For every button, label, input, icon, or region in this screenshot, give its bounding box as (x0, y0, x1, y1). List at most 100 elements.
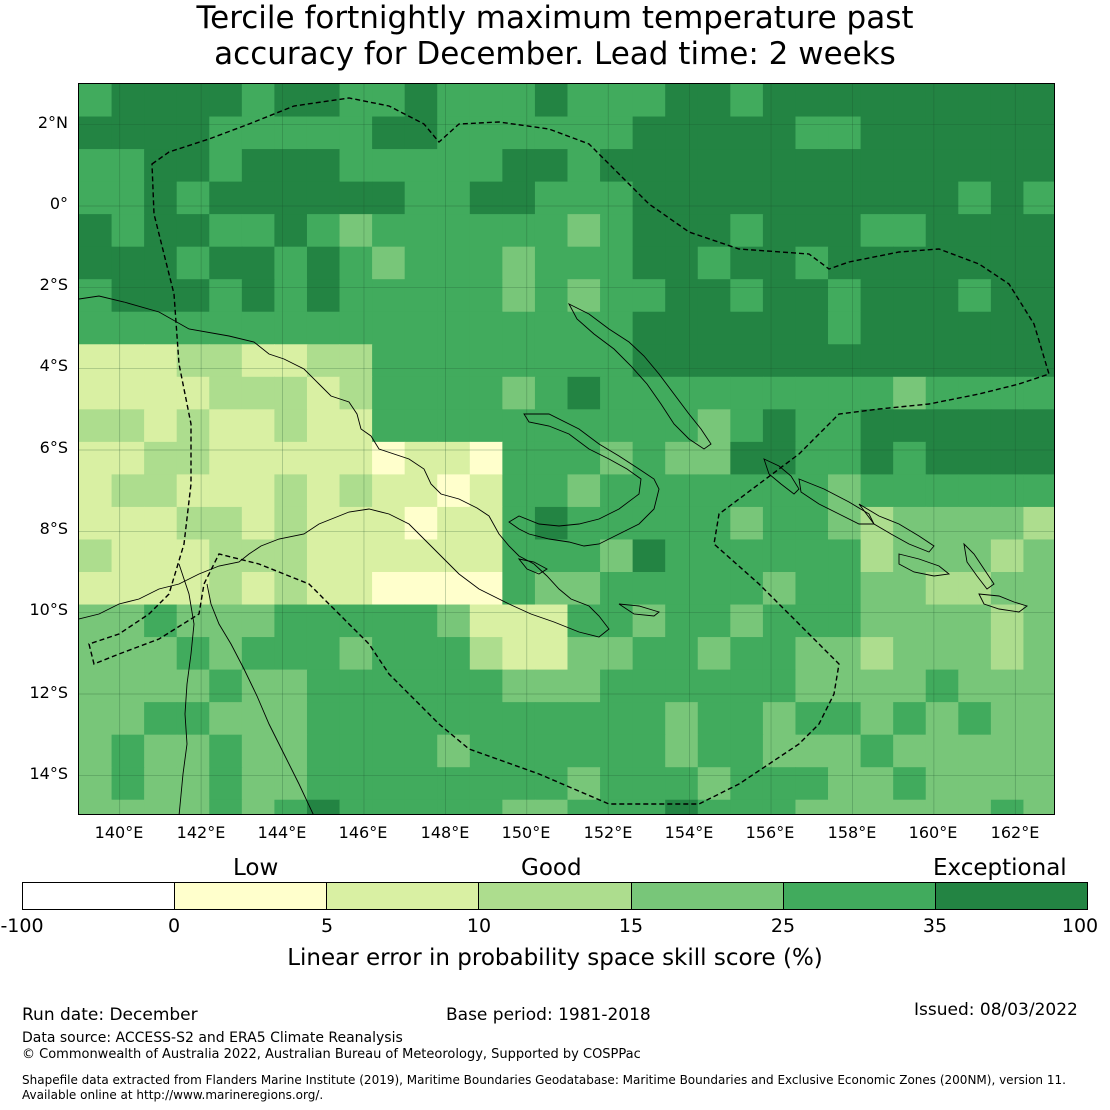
grid-cell (1023, 279, 1054, 313)
grid-cell (339, 409, 373, 443)
grid-cell (111, 311, 145, 345)
grid-cell (762, 669, 797, 703)
grid-cell (567, 344, 601, 378)
grid-cell (828, 409, 862, 443)
grid-cell (893, 279, 927, 313)
grid-cell (209, 604, 243, 638)
grid-cell (79, 344, 113, 378)
grid-cell (958, 474, 992, 508)
grid-cell (502, 767, 536, 801)
grid-cell (469, 181, 503, 215)
grid-cell (762, 311, 797, 345)
grid-cell (241, 149, 275, 183)
grid-cell (241, 311, 275, 345)
lon-label-144e: 144°E (257, 823, 307, 842)
grid-cell (730, 116, 764, 150)
grid-cell (567, 311, 601, 345)
grid-cell (860, 149, 894, 183)
grid-cell (404, 702, 438, 736)
grid-cell (404, 409, 438, 443)
grid-cell (567, 279, 601, 313)
grid-cell (209, 669, 243, 703)
grid-cell (860, 311, 894, 345)
grid-cell (730, 311, 764, 345)
grid-cell (502, 506, 536, 541)
grid-cell (241, 506, 275, 541)
grid-cell (762, 279, 797, 313)
grid-cell (209, 279, 243, 313)
grid-cell (274, 214, 308, 248)
colorbar-segment-neg100-0 (23, 883, 176, 909)
grid-cell (339, 734, 373, 768)
grid-cell (860, 376, 894, 410)
grid-cell (404, 376, 438, 410)
grid-cell (925, 311, 959, 345)
grid-cell (730, 376, 764, 410)
grid-cell (241, 539, 275, 573)
grid-cell (372, 604, 406, 638)
grid-cell (600, 214, 634, 248)
grid-cell (339, 702, 373, 736)
grid-cell (209, 734, 243, 768)
grid-cell (632, 734, 666, 768)
grid-cell (860, 344, 894, 378)
grid-cell (632, 84, 666, 118)
grid-cell (79, 279, 113, 313)
grid-cell (306, 441, 341, 475)
coastline-solomons-1 (798, 478, 875, 525)
colorbar-segment-35-100 (935, 883, 1087, 909)
grid-cell (372, 734, 406, 768)
grid-cell (534, 702, 569, 736)
grid-cell (209, 799, 243, 814)
grid-cell (632, 441, 666, 475)
grid-cell (860, 572, 894, 606)
grid-cell (241, 409, 275, 443)
grid-cell (828, 279, 862, 313)
grid-cell (762, 214, 797, 248)
grid-cell (828, 474, 862, 508)
grid-cell (209, 181, 243, 215)
grid-cell (437, 376, 471, 410)
grid-cell (762, 702, 797, 736)
grid-cell (632, 506, 666, 541)
grid-cell (762, 539, 797, 573)
grid-cell (79, 572, 113, 606)
grid-cell (730, 604, 764, 638)
grid-cell (762, 799, 797, 814)
grid-cell (762, 344, 797, 378)
grid-cell (567, 799, 601, 814)
grid-cell (990, 246, 1025, 280)
grid-cell (404, 116, 438, 150)
grid-cell (665, 604, 699, 638)
grid-cell (79, 84, 113, 118)
grid-cell (469, 311, 503, 345)
grid-cell (469, 279, 503, 313)
grid-cell (79, 702, 113, 736)
grid-cell (600, 116, 634, 150)
grid-cell (990, 604, 1025, 638)
grid-cell (730, 84, 764, 118)
grid-cell (209, 311, 243, 345)
grid-cell (469, 767, 503, 801)
copyright: © Commonwealth of Australia 2022, Austra… (22, 1047, 641, 1062)
grid-cell (567, 767, 601, 801)
grid-cell (339, 441, 373, 475)
lon-label-150e: 150°E (501, 823, 551, 842)
coastline-new-guinea (79, 295, 610, 638)
grid-cell (893, 149, 927, 183)
grid-cell (893, 604, 927, 638)
grid-cell (828, 702, 862, 736)
colorbar-tick-25: 25 (770, 915, 796, 937)
grid-cell (144, 181, 178, 215)
grid-cell (990, 116, 1025, 150)
grid-cell (925, 572, 959, 606)
grid-cell (697, 279, 731, 313)
grid-cell (306, 344, 341, 378)
grid-cell (209, 767, 243, 801)
grid-cell (79, 214, 113, 248)
colorbar-tick-5: 5 (320, 915, 334, 937)
grid-cell (306, 214, 341, 248)
coastline-cape-york (206, 583, 314, 814)
grid-cell (274, 116, 308, 150)
lon-label-158e: 158°E (827, 823, 877, 842)
